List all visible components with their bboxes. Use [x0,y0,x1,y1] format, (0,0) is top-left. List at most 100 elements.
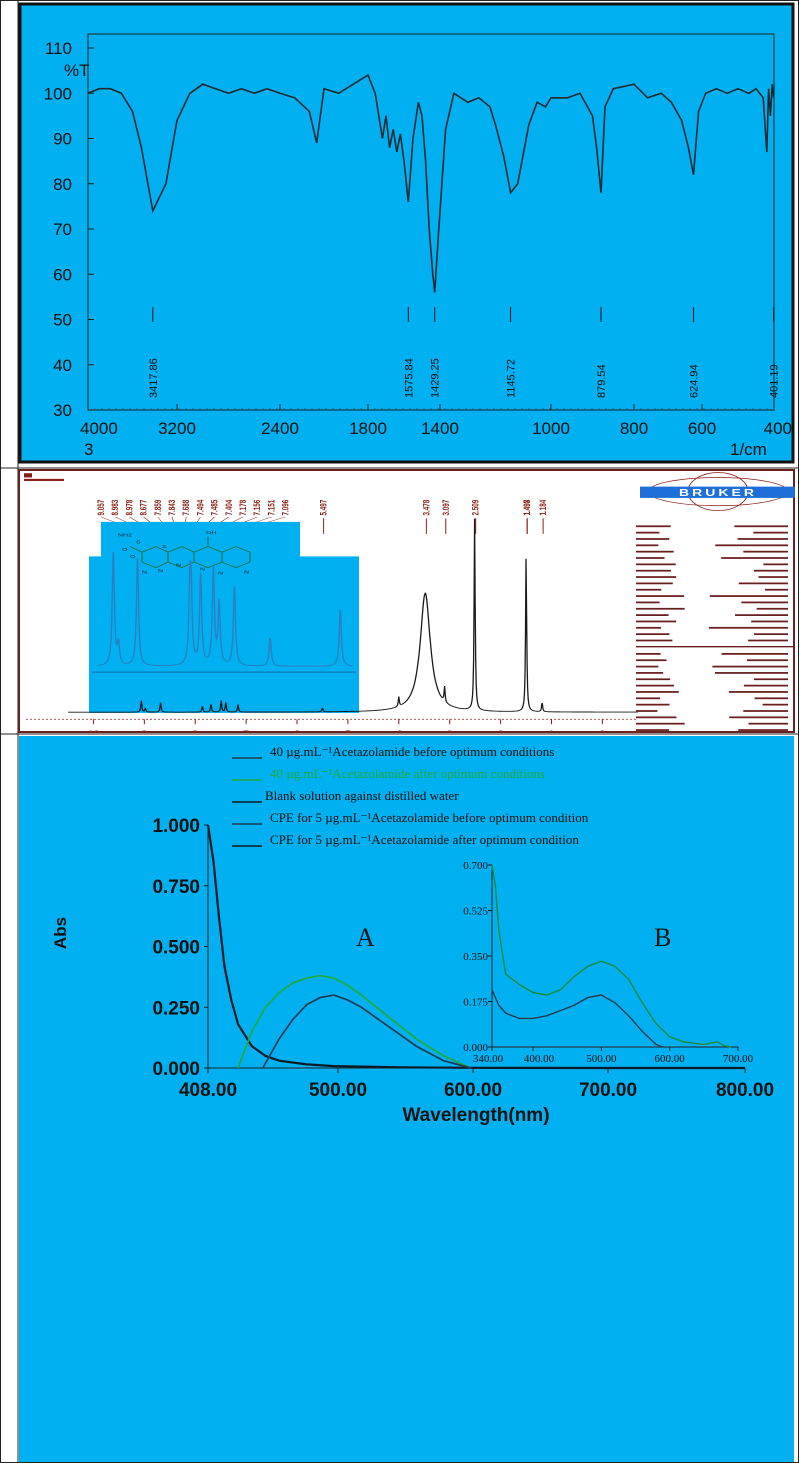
structure-atom-label: N [158,569,163,574]
param-value [738,582,788,585]
inset-x-axis: 340.00 400.00 500.00 600.00 700.00 [473,1047,754,1065]
uv-y-tick-label: 0.000 [152,1059,200,1080]
blank-line [206,824,745,1070]
param-key [636,659,667,662]
param-value [754,633,788,636]
param-key [636,569,671,572]
ir-x-unit: 1/cm [730,440,767,459]
param-value [728,691,788,693]
structure-bond [181,546,195,553]
param-value [721,653,788,655]
param-value [762,703,788,706]
inset-y-tick-label: 0.700 [463,860,488,872]
inset-y-axis: 0.700 0.525 0.350 0.175 0.000 [463,860,492,1054]
nmr-inset-body [89,556,359,713]
ir-y-tick-label: 80 [53,175,72,194]
inset-series [491,864,732,1048]
ir-spectrum-panel: %T 110 100 90 80 70 60 50 40 30 4000 3200 2400 1800… [18,0,795,467]
param-key [636,653,661,655]
structure-bond [235,561,251,569]
label-a: A [356,923,375,952]
structure-bond [141,561,157,569]
param-value [743,684,788,687]
uv-y-tick-label: 0.250 [152,998,200,1019]
param-key [636,729,670,731]
param-key [636,710,658,712]
structure-atom-label: O [122,548,128,553]
legend-entry: CPE for 5 µg.mL⁻¹Acetazolamide after opt… [270,832,579,847]
param-key [636,595,685,597]
nmr-shift-label: 3.478 [421,499,431,515]
structure-bond [193,561,209,569]
cpe-after-optimum-line [491,864,732,1048]
ir-y-tick-label: 100 [44,84,72,103]
param-value [758,576,788,578]
param-value [721,557,788,559]
param-key [636,678,671,681]
param-value [763,563,788,566]
uv-y-tick-label: 1.000 [152,816,200,837]
param-key [636,550,674,553]
nmr-shift-label: 7.843 [167,499,177,515]
uv-x-tick-label: 600.00 [444,1080,502,1101]
param-key [636,525,671,528]
nmr-shift-label: 7.178 [238,499,248,515]
param-value [753,678,788,681]
ir-y-tick-label: 30 [53,401,72,420]
nmr-parameter-table [636,525,793,731]
param-key [636,703,670,706]
inset-x-tick-label: 700.00 [723,1053,754,1065]
ir-x-tick-label: 3200 [158,419,196,438]
param-value [734,614,788,616]
uv-spectrum-chart: 40 µg.mL⁻¹Acetazolamide before optimum c… [19,736,794,1462]
param-key [636,576,677,578]
nmr-shift-label: 8.983 [110,499,120,515]
ir-spectrum-chart: %T 110 100 90 80 70 60 50 40 30 4000 3200 2400 1800… [18,2,795,464]
nmr-x-tick-label: 10 [87,729,99,733]
ir-y-tick-label: 40 [53,356,72,375]
nmr-shift-label: 9.057 [96,500,106,516]
param-key [636,684,675,687]
ir-transmittance-line [87,73,775,293]
bruker-logo-text: BRUKER [679,487,757,498]
param-key [636,531,660,534]
param-value [737,538,788,540]
nmr-content: 9.057 8.983 8.978 8.677 7.859 7.843 7.688 7.494… [24,472,795,733]
uv-background [19,736,794,1462]
param-value [708,626,788,629]
ir-peak-label: 1429.25 [430,358,442,398]
param-key [636,588,662,591]
structure-bond [167,561,183,569]
structure-bond [235,546,251,553]
structure-bond [141,546,157,553]
param-key [636,697,661,700]
param-value [746,659,788,662]
param-key [636,633,670,636]
param-key [636,691,679,693]
legend-entry: Blank solution against distilled water [265,788,459,803]
structure-atom-label: N [200,567,205,572]
nmr-shift-label: 8.677 [139,500,149,516]
param-value [748,722,788,725]
ir-y-tick-label: 90 [53,130,72,149]
nmr-x-tick-label: 0 [599,729,605,733]
param-key [636,607,685,610]
param-key [636,557,665,559]
inset-x-tick-label: 340.00 [473,1053,504,1065]
structure-atom-label: S [162,545,167,550]
structure-atom-label: N [142,570,147,575]
nmr-inset-spectrum-line [98,552,353,667]
structure-atom-label: N [218,571,223,576]
nmr-shift-label: 7.404 [224,499,234,515]
ir-x-tick-label: 1000 [532,419,570,438]
inset-x-tick-label: 500.00 [586,1053,617,1065]
param-value [751,620,788,623]
ir-peak-label: 879.54 [596,364,608,398]
uv-x-axis-label: Wavelength(nm) [402,1105,549,1126]
structure-bond [181,561,195,569]
ir-y-tick-label: 60 [53,265,72,284]
param-value [709,595,788,597]
param-value [764,588,788,591]
ir-x-tick-label: 600 [688,419,716,438]
param-key [636,544,659,547]
